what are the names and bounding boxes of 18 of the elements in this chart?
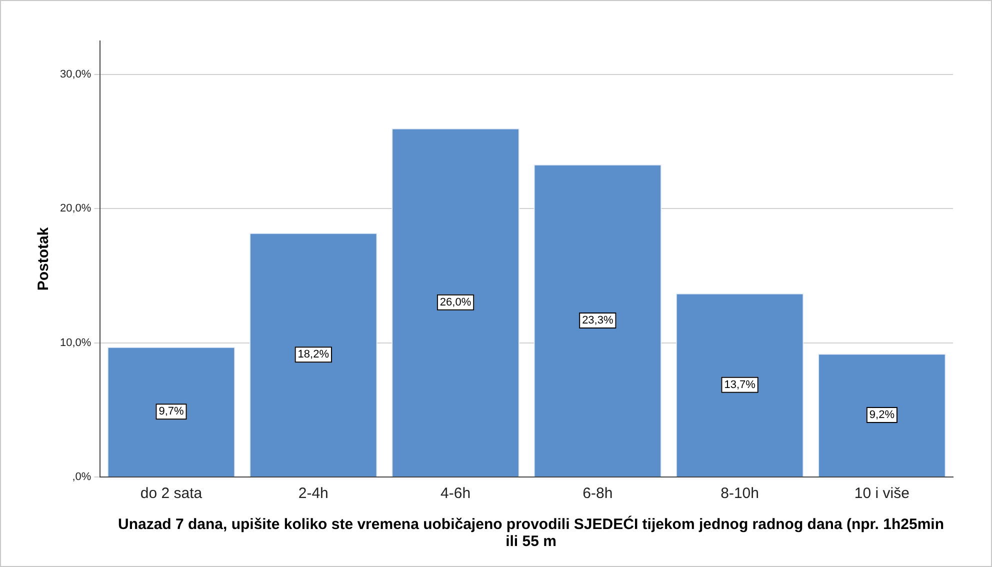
x-tick-label: 4-6h [440, 485, 471, 502]
y-tick-label: 20,0% [60, 202, 92, 215]
x-tick-label: do 2 sata [140, 485, 203, 502]
data-label: 26,0% [440, 296, 472, 308]
x-tick-label: 6-8h [582, 485, 613, 502]
y-tick-label: ,0% [72, 471, 92, 484]
x-tick-label: 2-4h [298, 485, 328, 502]
data-label: 9,7% [158, 406, 184, 418]
data-label: 23,3% [582, 314, 614, 326]
data-label: 9,2% [869, 409, 895, 422]
x-axis-title: Unazad 7 dana, upišite koliko ste vremena uobičajeno provodili SJEDEĆI tijekom jednog radnog dana (npr. 1h25min ili 55 m [116, 516, 945, 550]
data-label: 13,7% [724, 378, 756, 391]
x-tick-label: 8-10h [720, 485, 759, 502]
x-tick-label: 10 i više [854, 485, 910, 502]
y-axis-title: Postotak [35, 226, 52, 291]
y-tick-label: 10,0% [60, 336, 92, 349]
y-tick-label: 30,0% [60, 68, 92, 81]
data-label: 18,2% [298, 348, 330, 361]
